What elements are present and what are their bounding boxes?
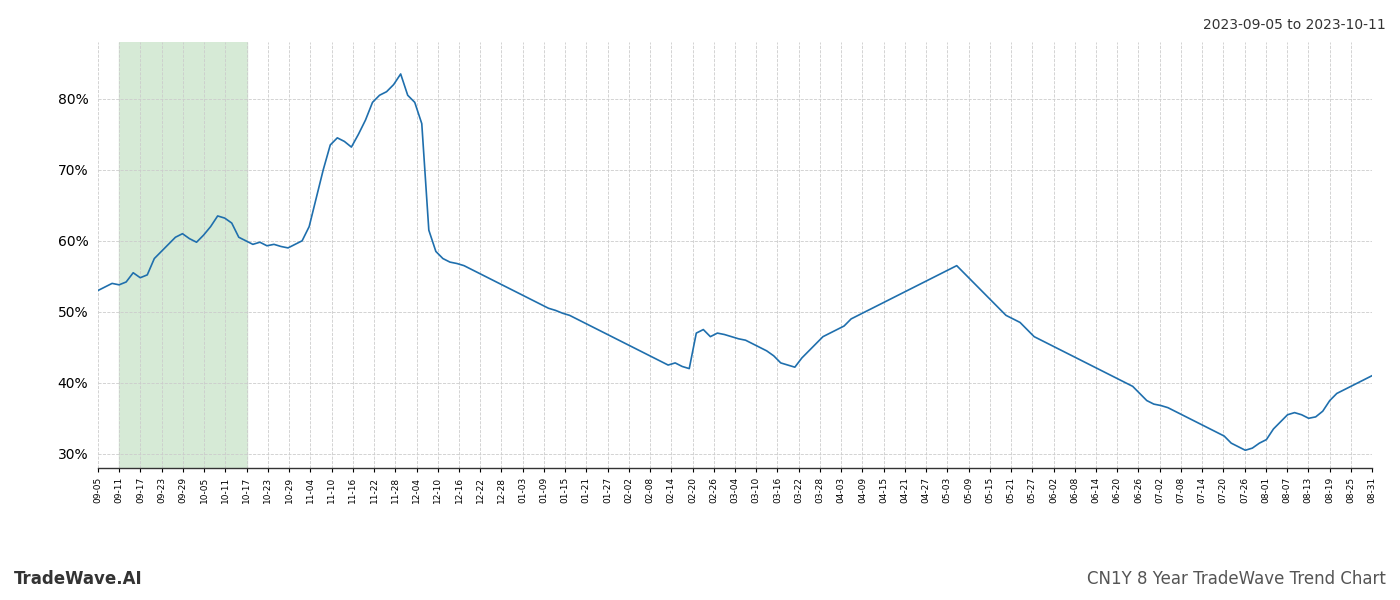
Text: TradeWave.AI: TradeWave.AI: [14, 570, 143, 588]
Bar: [119, 42, 246, 468]
Text: 2023-09-05 to 2023-10-11: 2023-09-05 to 2023-10-11: [1203, 18, 1386, 32]
Text: CN1Y 8 Year TradeWave Trend Chart: CN1Y 8 Year TradeWave Trend Chart: [1088, 570, 1386, 588]
